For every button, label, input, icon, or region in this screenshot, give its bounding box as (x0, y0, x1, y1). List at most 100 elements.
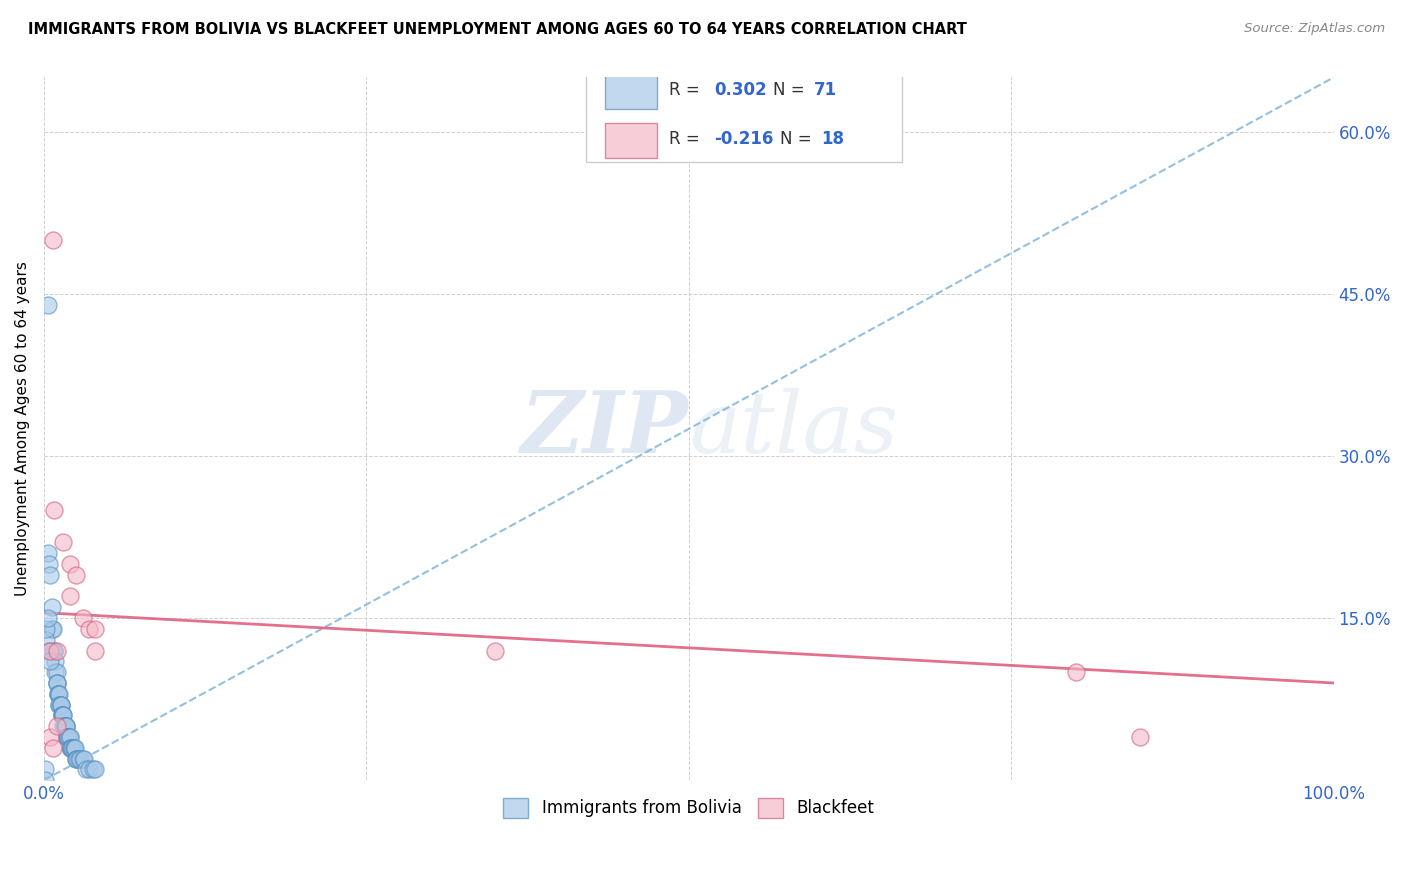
Text: R =: R = (669, 130, 706, 148)
Point (1064, 665, 1087, 680)
Point (38, 557, 60, 571)
Point (41, 622, 63, 636)
Point (58, 730, 80, 744)
Point (34, 773, 56, 788)
Point (72, 611, 94, 625)
Point (48, 698, 70, 712)
Point (84, 643, 107, 657)
Text: 0.302: 0.302 (714, 81, 768, 99)
Point (55, 719, 77, 733)
Point (77, 622, 100, 636)
Point (39, 643, 62, 657)
Point (41, 600, 63, 615)
Point (55, 719, 77, 733)
Point (55, 719, 77, 733)
Point (44, 643, 66, 657)
Point (37, 611, 59, 625)
Point (58, 730, 80, 744)
Point (38, 643, 60, 657)
Point (1129, 730, 1152, 744)
Point (59, 590, 82, 604)
Text: atlas: atlas (689, 387, 898, 470)
Point (51, 708, 73, 723)
Text: N =: N = (773, 81, 810, 99)
Point (45, 676, 67, 690)
Point (65, 567, 87, 582)
Point (35, 622, 58, 636)
Point (46, 687, 69, 701)
Text: IMMIGRANTS FROM BOLIVIA VS BLACKFEET UNEMPLOYMENT AMONG AGES 60 TO 64 YEARS CORR: IMMIGRANTS FROM BOLIVIA VS BLACKFEET UNE… (28, 22, 967, 37)
Point (35, 632, 58, 647)
Point (44, 503, 66, 517)
Point (52, 719, 75, 733)
Point (56, 730, 79, 744)
Point (66, 752, 89, 766)
Point (484, 643, 506, 657)
Point (67, 752, 90, 766)
Point (72, 752, 94, 766)
Text: 71: 71 (814, 81, 837, 99)
Point (59, 557, 82, 571)
Point (48, 698, 70, 712)
Point (59, 730, 82, 744)
Point (53, 719, 76, 733)
Point (49, 698, 72, 712)
Point (42, 643, 65, 657)
Point (84, 763, 107, 777)
Point (45, 665, 67, 680)
Point (52, 535, 75, 549)
Point (77, 763, 100, 777)
Point (48, 687, 70, 701)
Point (45, 676, 67, 690)
Y-axis label: Unemployment Among Ages 60 to 64 years: Unemployment Among Ages 60 to 64 years (15, 261, 30, 597)
Point (44, 665, 66, 680)
Point (84, 622, 107, 636)
Point (44, 654, 66, 668)
Point (37, 297, 59, 311)
Point (75, 763, 97, 777)
Point (53, 719, 76, 733)
Point (59, 740, 82, 755)
Point (42, 622, 65, 636)
Point (65, 752, 87, 766)
Point (73, 752, 96, 766)
Point (60, 740, 83, 755)
Point (59, 730, 82, 744)
FancyBboxPatch shape (605, 74, 657, 109)
Point (34, 763, 56, 777)
FancyBboxPatch shape (605, 123, 657, 158)
Text: ZIP: ZIP (520, 387, 689, 471)
Point (51, 708, 73, 723)
Text: R =: R = (669, 81, 706, 99)
Point (39, 567, 62, 582)
Point (56, 730, 79, 744)
Point (62, 740, 84, 755)
Text: Source: ZipAtlas.com: Source: ZipAtlas.com (1244, 22, 1385, 36)
Text: N =: N = (780, 130, 817, 148)
Point (37, 546, 59, 560)
Point (69, 752, 91, 766)
Point (45, 643, 67, 657)
Point (59, 740, 82, 755)
Point (62, 740, 84, 755)
Point (39, 730, 62, 744)
Text: -0.216: -0.216 (714, 130, 773, 148)
Point (52, 708, 75, 723)
Point (82, 763, 104, 777)
Point (42, 740, 65, 755)
Point (45, 676, 67, 690)
Point (56, 730, 79, 744)
Point (51, 708, 73, 723)
Point (60, 740, 83, 755)
Point (59, 740, 82, 755)
Point (39, 654, 62, 668)
FancyBboxPatch shape (585, 63, 901, 161)
Point (58, 730, 80, 744)
Point (52, 708, 75, 723)
Point (44, 643, 66, 657)
Point (46, 687, 69, 701)
Legend: Immigrants from Bolivia, Blackfeet: Immigrants from Bolivia, Blackfeet (496, 791, 882, 825)
Point (42, 233, 65, 247)
Point (53, 719, 76, 733)
Point (49, 698, 72, 712)
